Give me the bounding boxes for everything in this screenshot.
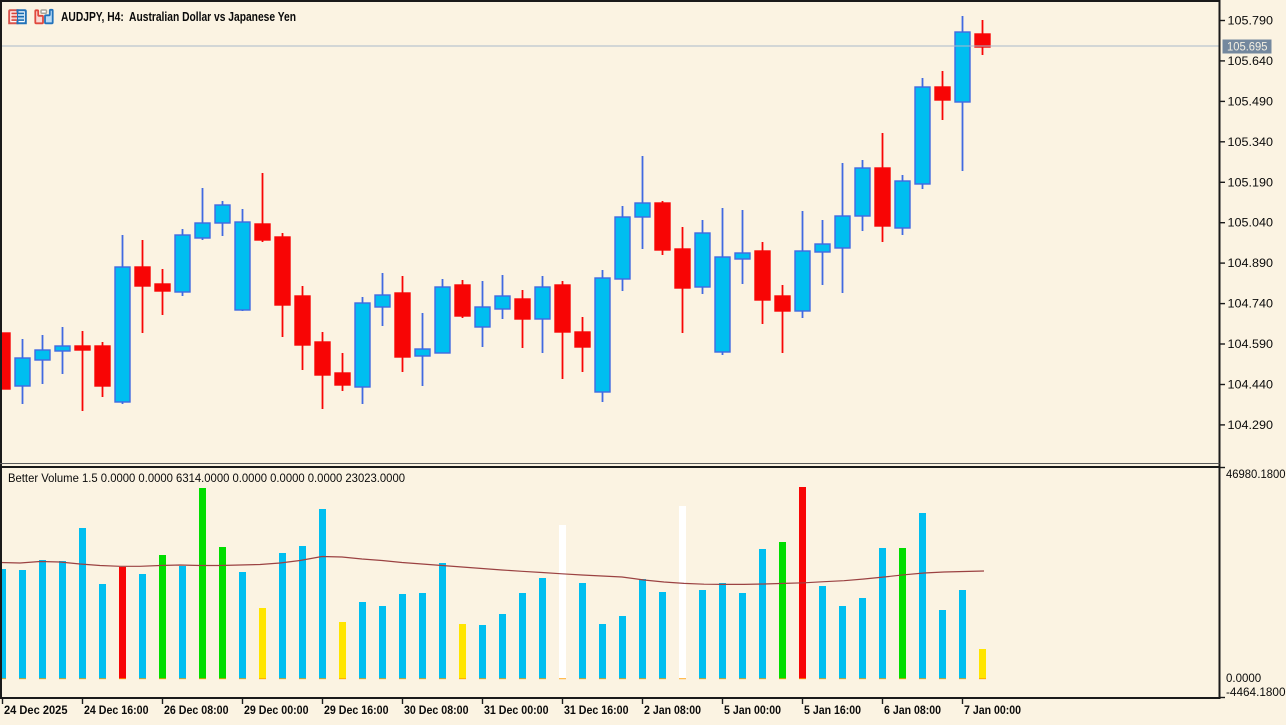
svg-text:105.040: 105.040 (1228, 218, 1274, 230)
svg-text:105.790: 105.790 (1228, 16, 1274, 28)
svg-text:105.340: 105.340 (1228, 137, 1274, 149)
svg-text:104.290: 104.290 (1228, 420, 1274, 432)
svg-text:105.190: 105.190 (1228, 177, 1274, 189)
svg-text:29 Dec 16:00: 29 Dec 16:00 (324, 705, 389, 717)
svg-text:24 Dec 16:00: 24 Dec 16:00 (84, 705, 149, 717)
svg-text:104.440: 104.440 (1228, 380, 1274, 392)
svg-text:6 Jan 08:00: 6 Jan 08:00 (884, 705, 941, 717)
svg-text:105.640: 105.640 (1228, 56, 1274, 68)
svg-text:29 Dec 00:00: 29 Dec 00:00 (244, 705, 309, 717)
svg-text:-4464.1800: -4464.1800 (1226, 687, 1286, 699)
svg-text:31 Dec 16:00: 31 Dec 16:00 (564, 705, 629, 717)
svg-text:Better Volume 1.5 0.0000 0.000: Better Volume 1.5 0.0000 0.0000 6314.000… (8, 473, 405, 485)
svg-text:30 Dec 08:00: 30 Dec 08:00 (404, 705, 469, 717)
svg-text:104.590: 104.590 (1228, 339, 1274, 351)
svg-text:46980.1800: 46980.1800 (1226, 469, 1286, 481)
svg-text:AUDJPY, H4: Australian Dollar: AUDJPY, H4: Australian Dollar vs Japanes… (61, 10, 296, 24)
svg-text:104.890: 104.890 (1228, 258, 1274, 270)
svg-text:0.0000: 0.0000 (1226, 673, 1261, 685)
svg-text:7 Jan 00:00: 7 Jan 00:00 (964, 705, 1021, 717)
svg-text:5 Jan 16:00: 5 Jan 16:00 (804, 705, 861, 717)
svg-text:105.695: 105.695 (1227, 42, 1268, 54)
svg-text:104.740: 104.740 (1228, 299, 1274, 311)
svg-text:26 Dec 08:00: 26 Dec 08:00 (164, 705, 229, 717)
svg-text:2 Jan 08:00: 2 Jan 08:00 (644, 705, 701, 717)
svg-text:105.490: 105.490 (1228, 96, 1274, 108)
svg-text:31 Dec 00:00: 31 Dec 00:00 (484, 705, 549, 717)
svg-text:5 Jan 00:00: 5 Jan 00:00 (724, 705, 781, 717)
svg-text:24 Dec 2025: 24 Dec 2025 (4, 705, 68, 717)
